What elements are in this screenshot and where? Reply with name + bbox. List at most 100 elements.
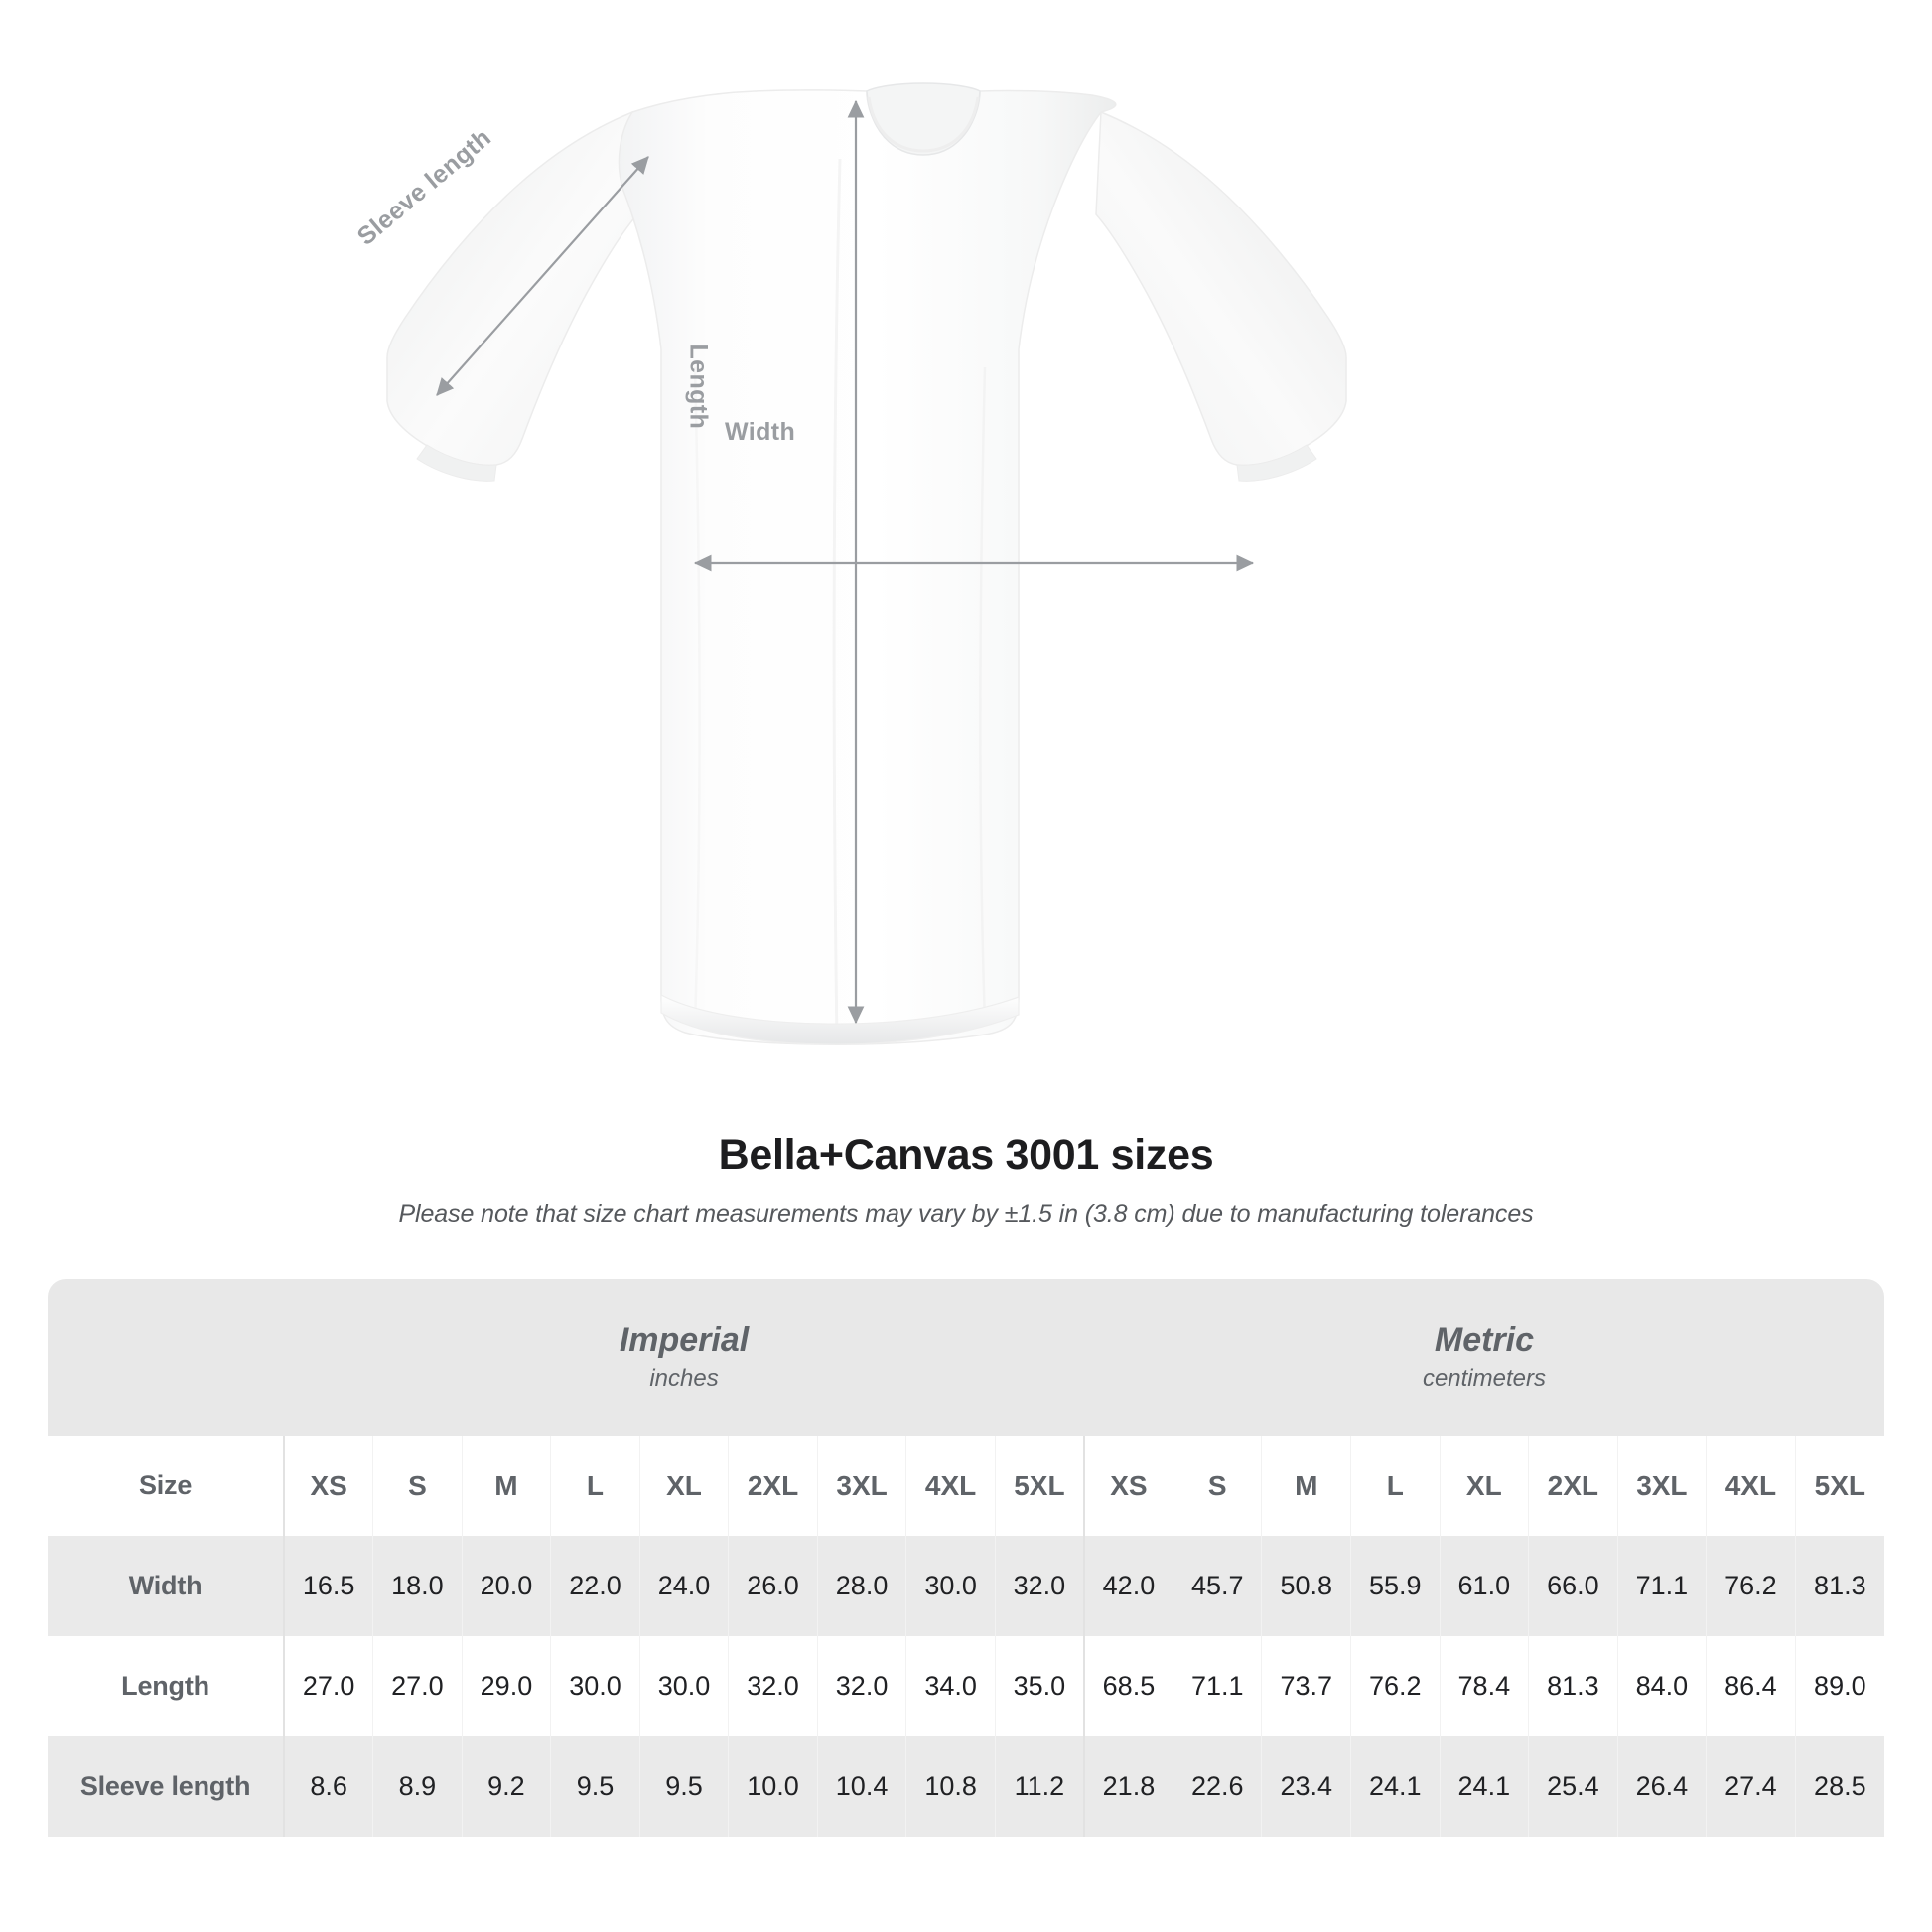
length-imperial-m: 29.0 bbox=[461, 1636, 552, 1736]
width-imperial-s: 18.0 bbox=[372, 1536, 463, 1636]
sleeve-imperial-2xl: 10.0 bbox=[728, 1736, 818, 1837]
length-metric-l: 76.2 bbox=[1350, 1636, 1441, 1736]
size-col-imperial-4xl: 4XL bbox=[905, 1436, 996, 1536]
size-chart-table: Imperial inches Metric centimeters Size … bbox=[48, 1279, 1884, 1837]
length-metric-xl: 78.4 bbox=[1439, 1636, 1530, 1736]
sleeve-imperial-4xl: 10.8 bbox=[905, 1736, 996, 1837]
tshirt-illustration bbox=[386, 82, 1347, 1045]
width-metric-5xl: 81.3 bbox=[1794, 1536, 1884, 1636]
length-metric-3xl: 84.0 bbox=[1616, 1636, 1708, 1736]
unit-group-imperial-sub: inches bbox=[649, 1365, 719, 1393]
width-imperial-xs: 16.5 bbox=[283, 1536, 374, 1636]
width-imperial-xl: 24.0 bbox=[638, 1536, 730, 1636]
size-col-metric-4xl: 4XL bbox=[1706, 1436, 1796, 1536]
length-imperial-3xl: 32.0 bbox=[816, 1636, 907, 1736]
sleeve-metric-xs: 21.8 bbox=[1082, 1736, 1173, 1837]
sleeve-imperial-3xl: 10.4 bbox=[816, 1736, 907, 1837]
length-imperial-l: 30.0 bbox=[550, 1636, 640, 1736]
size-col-metric-m: M bbox=[1261, 1436, 1352, 1536]
size-col-imperial-xl: XL bbox=[638, 1436, 730, 1536]
measurement-guides bbox=[436, 99, 1255, 1025]
sleeve-imperial-xl: 9.5 bbox=[638, 1736, 730, 1837]
row-label-width: Width bbox=[48, 1536, 286, 1636]
length-metric-m: 73.7 bbox=[1261, 1636, 1352, 1736]
unit-group-imperial: Imperial inches bbox=[284, 1279, 1084, 1436]
table-caption-block: Bella+Canvas 3001 sizes Please note that… bbox=[0, 1131, 1932, 1229]
width-metric-l: 55.9 bbox=[1350, 1536, 1441, 1636]
size-col-imperial-3xl: 3XL bbox=[816, 1436, 907, 1536]
sleeve-imperial-5xl: 11.2 bbox=[994, 1736, 1085, 1837]
sleeve-metric-3xl: 26.4 bbox=[1616, 1736, 1708, 1837]
length-metric-5xl: 89.0 bbox=[1794, 1636, 1884, 1736]
page-title: Bella+Canvas 3001 sizes bbox=[718, 1131, 1214, 1178]
size-col-imperial-2xl: 2XL bbox=[728, 1436, 818, 1536]
unit-group-metric-sub: centimeters bbox=[1422, 1365, 1546, 1393]
size-col-metric-2xl: 2XL bbox=[1528, 1436, 1618, 1536]
width-imperial-4xl: 30.0 bbox=[905, 1536, 996, 1636]
width-metric-4xl: 76.2 bbox=[1706, 1536, 1796, 1636]
length-imperial-s: 27.0 bbox=[372, 1636, 463, 1736]
unit-group-header-row: Imperial inches Metric centimeters bbox=[48, 1279, 1884, 1436]
width-metric-s: 45.7 bbox=[1172, 1536, 1263, 1636]
length-label: Length bbox=[684, 344, 713, 430]
size-col-metric-5xl: 5XL bbox=[1794, 1436, 1884, 1536]
length-imperial-4xl: 34.0 bbox=[905, 1636, 996, 1736]
length-metric-2xl: 81.3 bbox=[1528, 1636, 1618, 1736]
sleeve-metric-4xl: 27.4 bbox=[1706, 1736, 1796, 1837]
length-imperial-xs: 27.0 bbox=[283, 1636, 374, 1736]
size-col-imperial-l: L bbox=[550, 1436, 640, 1536]
size-chart-table-container: Imperial inches Metric centimeters Size … bbox=[48, 1279, 1884, 1837]
size-col-metric-l: L bbox=[1350, 1436, 1441, 1536]
unit-group-metric-name: Metric bbox=[1434, 1320, 1535, 1359]
sleeve-imperial-s: 8.9 bbox=[372, 1736, 463, 1837]
sleeve-imperial-l: 9.5 bbox=[550, 1736, 640, 1837]
size-col-metric-xs: XS bbox=[1082, 1436, 1173, 1536]
sleeve-metric-m: 23.4 bbox=[1261, 1736, 1352, 1837]
sleeve-metric-l: 24.1 bbox=[1350, 1736, 1441, 1837]
length-imperial-xl: 30.0 bbox=[638, 1636, 730, 1736]
width-imperial-m: 20.0 bbox=[461, 1536, 552, 1636]
row-label-size: Size bbox=[48, 1436, 286, 1536]
size-col-imperial-s: S bbox=[372, 1436, 463, 1536]
unit-group-metric: Metric centimeters bbox=[1083, 1279, 1884, 1436]
length-imperial-5xl: 35.0 bbox=[994, 1636, 1085, 1736]
width-metric-3xl: 71.1 bbox=[1616, 1536, 1708, 1636]
table-row: Width 16.5 18.0 20.0 22.0 24.0 26.0 28.0… bbox=[48, 1536, 1884, 1636]
size-col-imperial-xs: XS bbox=[283, 1436, 374, 1536]
sleeve-metric-xl: 24.1 bbox=[1439, 1736, 1530, 1837]
width-imperial-l: 22.0 bbox=[550, 1536, 640, 1636]
size-header-row: Size XS S M L XL 2XL 3XL 4XL 5XL XS S M … bbox=[48, 1436, 1884, 1536]
length-imperial-2xl: 32.0 bbox=[728, 1636, 818, 1736]
width-imperial-3xl: 28.0 bbox=[816, 1536, 907, 1636]
row-label-length: Length bbox=[48, 1636, 286, 1736]
size-col-metric-xl: XL bbox=[1439, 1436, 1530, 1536]
length-metric-4xl: 86.4 bbox=[1706, 1636, 1796, 1736]
width-imperial-2xl: 26.0 bbox=[728, 1536, 818, 1636]
size-col-imperial-m: M bbox=[461, 1436, 552, 1536]
width-metric-xl: 61.0 bbox=[1439, 1536, 1530, 1636]
unit-group-imperial-name: Imperial bbox=[619, 1320, 750, 1359]
length-metric-s: 71.1 bbox=[1172, 1636, 1263, 1736]
sleeve-imperial-m: 9.2 bbox=[461, 1736, 552, 1837]
tshirt-measurement-diagram: Sleeve length Length Width bbox=[352, 82, 1347, 1045]
sleeve-imperial-xs: 8.6 bbox=[283, 1736, 374, 1837]
size-col-metric-s: S bbox=[1172, 1436, 1263, 1536]
width-imperial-5xl: 32.0 bbox=[994, 1536, 1085, 1636]
tolerance-note: Please note that size chart measurements… bbox=[398, 1200, 1534, 1229]
table-row: Length 27.0 27.0 29.0 30.0 30.0 32.0 32.… bbox=[48, 1636, 1884, 1736]
unit-header-spacer bbox=[48, 1279, 285, 1436]
width-metric-xs: 42.0 bbox=[1082, 1536, 1173, 1636]
width-metric-2xl: 66.0 bbox=[1528, 1536, 1618, 1636]
width-metric-m: 50.8 bbox=[1261, 1536, 1352, 1636]
size-col-imperial-5xl: 5XL bbox=[994, 1436, 1085, 1536]
sleeve-metric-s: 22.6 bbox=[1172, 1736, 1263, 1837]
table-row: Sleeve length 8.6 8.9 9.2 9.5 9.5 10.0 1… bbox=[48, 1736, 1884, 1837]
length-metric-xs: 68.5 bbox=[1082, 1636, 1173, 1736]
row-label-sleeve-length: Sleeve length bbox=[48, 1736, 286, 1837]
width-label: Width bbox=[725, 418, 796, 446]
size-col-metric-3xl: 3XL bbox=[1616, 1436, 1708, 1536]
sleeve-metric-5xl: 28.5 bbox=[1794, 1736, 1884, 1837]
sleeve-length-arrow bbox=[436, 156, 649, 396]
sleeve-metric-2xl: 25.4 bbox=[1528, 1736, 1618, 1837]
